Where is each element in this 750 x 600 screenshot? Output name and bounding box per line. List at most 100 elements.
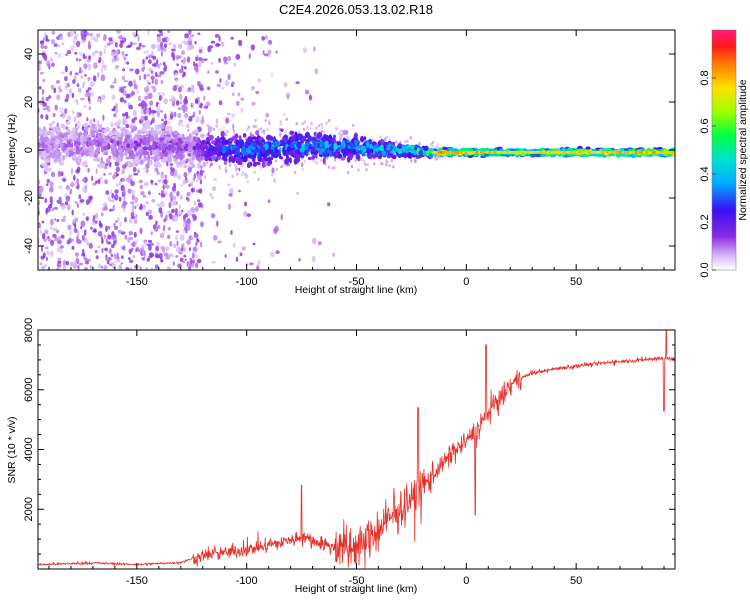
noise-dot: [160, 173, 165, 180]
noise-dot: [180, 65, 184, 70]
noise-dot: [53, 206, 59, 210]
band-dot: [120, 140, 124, 147]
x-tick-label: -100: [236, 276, 258, 288]
noise-dot: [48, 108, 51, 113]
noise-dot: [229, 187, 234, 195]
noise-dot: [273, 227, 278, 235]
band-dot: [85, 125, 89, 133]
noise-dot: [96, 33, 100, 38]
noise-dot: [247, 125, 250, 129]
noise-dot: [379, 135, 382, 139]
noise-dot: [159, 201, 165, 207]
y-tick-label: -20: [23, 190, 35, 206]
band-dot: [103, 152, 109, 156]
band-dot: [177, 137, 183, 143]
noise-dot: [209, 192, 212, 197]
noise-dot: [350, 164, 354, 168]
noise-dot: [240, 107, 244, 113]
band-dot: [82, 135, 88, 142]
noise-dot: [95, 168, 98, 175]
noise-dot: [315, 161, 319, 165]
band-dot: [39, 135, 45, 141]
noise-dot: [119, 43, 123, 48]
band-dot: [156, 155, 160, 160]
noise-dot: [83, 38, 87, 41]
noise-dot: [114, 220, 118, 223]
band-dot: [268, 149, 274, 153]
noise-dot: [67, 117, 72, 120]
band-dot: [185, 136, 191, 143]
noise-dot: [155, 220, 158, 226]
noise-dot: [64, 201, 69, 206]
noise-dot: [155, 254, 161, 259]
band-dot: [62, 155, 65, 162]
noise-dot: [200, 118, 205, 125]
band-dot: [406, 152, 412, 158]
band-dot: [322, 157, 326, 165]
noise-dot: [320, 122, 323, 127]
noise-dot: [128, 174, 133, 178]
noise-dot: [132, 31, 137, 37]
band-dot: [147, 147, 151, 151]
noise-dot: [388, 164, 391, 168]
noise-dot: [155, 71, 158, 77]
band-core: [672, 151, 675, 154]
band-dot: [208, 149, 215, 156]
band-dot: [170, 152, 174, 159]
noise-dot: [148, 92, 153, 100]
band-dot: [93, 157, 98, 162]
noise-dot: [121, 51, 125, 56]
noise-dot: [106, 260, 110, 265]
band-dot: [99, 132, 102, 138]
noise-dot: [321, 126, 324, 130]
noise-dot: [186, 218, 191, 225]
band-dot: [280, 142, 286, 146]
noise-dot: [107, 196, 111, 202]
noise-dot: [371, 138, 374, 143]
noise-dot: [103, 205, 108, 211]
noise-dot: [283, 112, 286, 116]
noise-dot: [152, 182, 155, 186]
noise-dot: [155, 264, 159, 270]
band-dot: [90, 139, 96, 146]
noise-dot: [87, 87, 92, 91]
noise-dot: [134, 205, 137, 210]
band-dot: [181, 136, 186, 141]
noise-dot: [200, 204, 204, 208]
noise-dot: [196, 237, 199, 241]
noise-dot: [171, 94, 175, 100]
band-dot: [464, 153, 469, 157]
noise-dot: [239, 252, 243, 257]
noise-dot: [258, 127, 261, 131]
band-dot: [398, 143, 402, 148]
noise-dot: [104, 247, 108, 252]
band-dot: [247, 154, 253, 158]
noise-dot: [123, 57, 127, 60]
band-dot: [98, 123, 103, 131]
noise-dot: [252, 242, 256, 246]
band-dot: [235, 157, 241, 162]
noise-dot: [236, 100, 240, 106]
noise-dot: [108, 155, 112, 159]
noise-dot: [218, 128, 221, 132]
noise-dot: [220, 41, 225, 47]
band-dot: [301, 142, 305, 149]
noise-dot: [141, 104, 145, 110]
noise-dot: [188, 160, 194, 166]
noise-dot: [88, 55, 92, 61]
noise-dot: [103, 234, 106, 239]
noise-dot: [92, 218, 96, 223]
noise-dot: [179, 194, 183, 200]
noise-dot: [184, 112, 189, 119]
band-dot: [62, 124, 66, 130]
noise-dot: [158, 30, 163, 33]
noise-dot: [86, 199, 90, 206]
band-dot: [307, 135, 312, 142]
noise-dot: [143, 181, 149, 187]
noise-dot: [101, 129, 106, 133]
band-dot: [220, 130, 225, 138]
noise-dot: [78, 240, 82, 244]
noise-dot: [40, 245, 44, 253]
noise-dot: [64, 84, 68, 91]
y-tick-label: 20: [23, 96, 35, 108]
